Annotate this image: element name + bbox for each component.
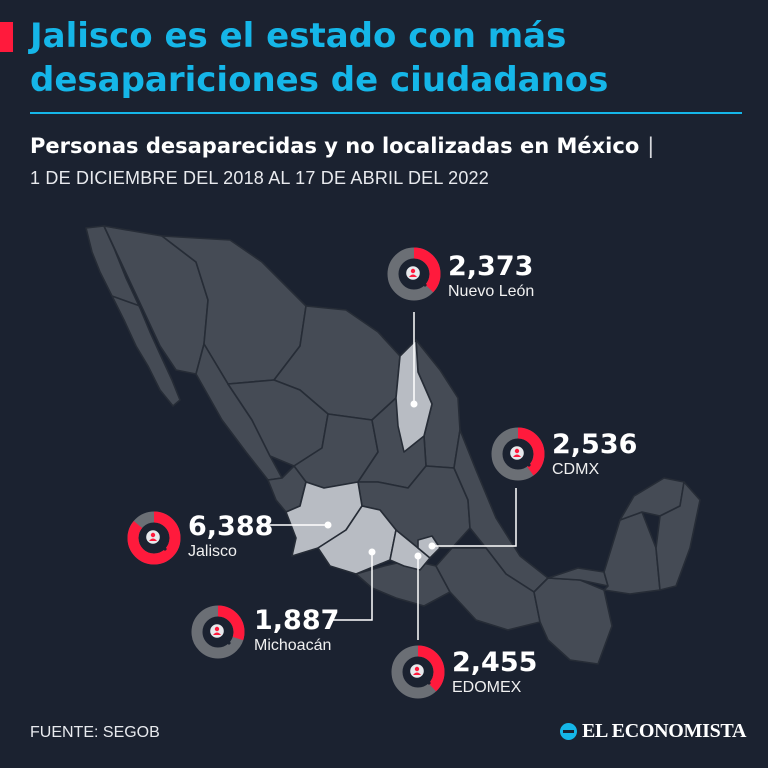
- donut-cdmx: [491, 427, 545, 481]
- leader-cdmx: [432, 488, 517, 547]
- donut-share-arc: [191, 605, 245, 659]
- dot-nuevo-leon: [410, 400, 418, 408]
- magnifier-icon: [507, 443, 531, 467]
- donut-share-arc: [391, 645, 445, 699]
- leader-lines: [268, 312, 517, 640]
- headline: Jalisco es el estado con más desaparicio…: [30, 14, 750, 102]
- magnifier-icon: [407, 661, 431, 685]
- person-icon: [150, 532, 156, 538]
- source-note: FUENTE: SEGOB: [30, 724, 160, 741]
- baja-california-shape: [85, 225, 181, 407]
- person-icon: [214, 626, 220, 632]
- person-icon: [514, 448, 520, 454]
- callout-cdmx: 2,536 CDMX: [552, 430, 637, 480]
- callout-edomex: 2,455 EDOMEX: [452, 648, 537, 698]
- donut-nuevo-leon: [387, 247, 441, 301]
- brand-mark-icon: [560, 723, 577, 740]
- magnifier-icon: [403, 263, 427, 287]
- subtitle-text: Personas desaparecidas y no localizadas …: [30, 134, 640, 158]
- subtitle-separator: |: [647, 134, 655, 158]
- baja-south-divider: [111, 295, 141, 307]
- leader-michoacan: [332, 552, 373, 621]
- person-icon: [414, 666, 420, 672]
- accent-bar: [0, 22, 13, 52]
- donut-jalisco: [127, 511, 181, 565]
- dot-jalisco: [324, 521, 332, 529]
- value-cdmx: 2,536: [552, 429, 638, 460]
- callout-nuevo-leon: 2,373 Nuevo León: [448, 252, 534, 302]
- subtitle: Personas desaparecidas y no localizadas …: [30, 134, 654, 158]
- magnifier-icon: [143, 527, 167, 551]
- value-nuevo-leon: 2,373: [448, 251, 534, 282]
- value-edomex: 2,455: [452, 647, 538, 678]
- label-michoacan: Michoacán: [254, 637, 332, 654]
- campeche-shape: [603, 511, 661, 595]
- label-jalisco: Jalisco: [188, 543, 237, 560]
- brand-name: EL ECONOMISTA: [582, 720, 747, 742]
- leader-dots: [324, 400, 436, 560]
- chiapas-shape: [533, 577, 613, 665]
- headline-line-2: desapariciones de ciudadanos: [30, 60, 609, 100]
- value-jalisco: 6,388: [188, 511, 274, 542]
- dot-cdmx: [428, 542, 436, 550]
- donut-michoacan: [191, 605, 245, 659]
- label-nuevo-leon: Nuevo León: [448, 283, 535, 300]
- quintana-roo-shape: [655, 481, 701, 591]
- sinaloa-shape: [195, 343, 283, 481]
- donut-share-arc: [387, 247, 441, 301]
- headline-rule: [30, 112, 742, 114]
- label-edomex: EDOMEX: [452, 679, 522, 696]
- headline-line-1: Jalisco es el estado con más: [30, 16, 567, 56]
- dot-edomex: [414, 552, 422, 560]
- person-icon: [410, 268, 416, 274]
- callout-michoacan: 1,887 Michoacán: [254, 606, 339, 656]
- callout-jalisco: 6,388 Jalisco: [188, 512, 273, 562]
- brand-logo: EL ECONOMISTA: [560, 720, 746, 743]
- donut-edomex: [391, 645, 445, 699]
- dot-michoacan: [368, 548, 376, 556]
- magnifier-icon: [207, 621, 231, 645]
- donut-rings: [127, 247, 545, 699]
- label-cdmx: CDMX: [552, 461, 600, 478]
- state-borders-layer: [85, 225, 701, 665]
- value-michoacan: 1,887: [254, 605, 340, 636]
- date-range: 1 DE DICIEMBRE DEL 2018 AL 17 DE ABRIL D…: [30, 168, 489, 188]
- highlighted-states-layer: [285, 339, 441, 575]
- donut-share-arc: [491, 427, 545, 481]
- donut-share-arc: [127, 511, 181, 565]
